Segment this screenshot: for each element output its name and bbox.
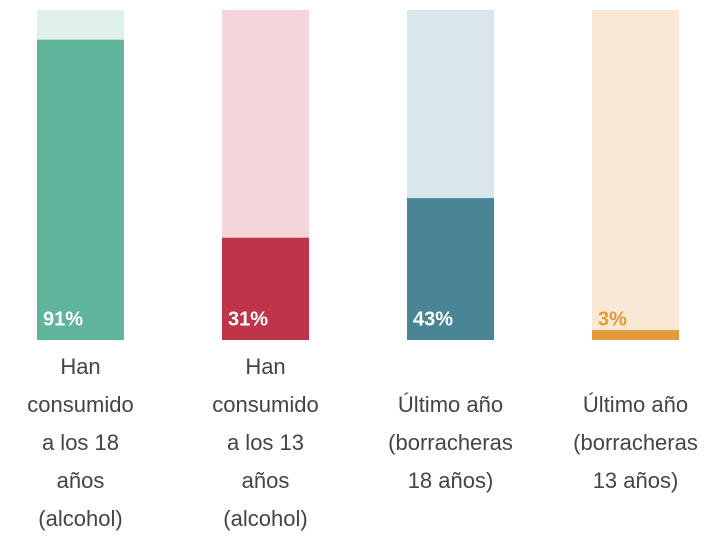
category-label: Han consumido a los 13 años (alcohol) — [176, 348, 356, 538]
value-label: 43% — [413, 308, 453, 330]
bar — [592, 330, 679, 340]
value-label: 3% — [598, 308, 627, 330]
bar — [37, 40, 124, 340]
category-label: Han consumido a los 18 años (alcohol) — [0, 348, 171, 538]
value-label: 31% — [228, 308, 268, 330]
category-label: Último año (borracheras 13 años) — [546, 348, 718, 538]
bar-track — [592, 10, 679, 340]
chart: 91% 31% 43% 3% — [0, 0, 718, 346]
value-label: 91% — [43, 308, 83, 330]
category-label: Último año (borracheras 18 años) — [361, 348, 541, 538]
